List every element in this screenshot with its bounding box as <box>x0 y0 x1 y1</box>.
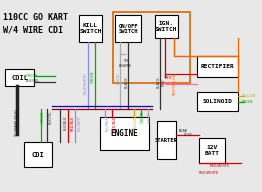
Text: GREEN: GREEN <box>91 71 95 83</box>
Text: FUSE: FUSE <box>179 129 188 133</box>
Text: WHITE: WHITE <box>148 111 152 123</box>
Text: BLACK: BLACK <box>156 77 161 89</box>
FancyBboxPatch shape <box>196 92 238 111</box>
Text: BLACK: BLACK <box>124 77 129 89</box>
Text: W/4 WIRE CDI: W/4 WIRE CDI <box>3 26 63 35</box>
FancyBboxPatch shape <box>100 117 149 150</box>
Text: COIL: COIL <box>11 75 28 81</box>
Text: BLUE/WHITE: BLUE/WHITE <box>83 73 87 94</box>
FancyBboxPatch shape <box>155 15 178 38</box>
Text: RECTIFIER: RECTIFIER <box>201 64 234 69</box>
Text: 12V
BATT: 12V BATT <box>205 145 220 156</box>
Text: TO SPARK PLUG: TO SPARK PLUG <box>15 109 19 137</box>
Text: RED/BLK: RED/BLK <box>71 115 75 131</box>
Text: KILL
SWITCH: KILL SWITCH <box>79 23 102 34</box>
Text: GREEN: GREEN <box>241 100 253 104</box>
Text: YELLOW: YELLOW <box>134 116 138 130</box>
Text: RED/WHITE: RED/WHITE <box>199 171 219 175</box>
FancyBboxPatch shape <box>5 69 34 86</box>
Text: BLU/WHT: BLU/WHT <box>105 115 110 131</box>
Text: RED: RED <box>165 76 173 80</box>
Text: YELLOW: YELLOW <box>241 94 255 98</box>
Text: WHITE: WHITE <box>117 73 121 84</box>
FancyBboxPatch shape <box>24 142 52 167</box>
Text: PINK: PINK <box>165 82 173 85</box>
FancyBboxPatch shape <box>115 15 141 42</box>
FancyBboxPatch shape <box>157 121 176 159</box>
Text: CDI: CDI <box>32 151 44 158</box>
Text: RED/YELLOW: RED/YELLOW <box>172 72 176 95</box>
Text: BLK/TEL: BLK/TEL <box>49 110 53 124</box>
Text: BLU/WHT: BLU/WHT <box>78 115 82 131</box>
Text: 110CC GO KART: 110CC GO KART <box>3 13 68 22</box>
Text: BLK/BLK: BLK/BLK <box>63 116 68 130</box>
FancyBboxPatch shape <box>199 138 225 163</box>
Text: TO
LIGHTS: TO LIGHTS <box>119 59 132 68</box>
Text: RED: RED <box>162 79 166 86</box>
Text: STARTER: STARTER <box>155 138 178 143</box>
Text: FUSE: FUSE <box>183 133 192 137</box>
Text: ON/OFF
SWITCH: ON/OFF SWITCH <box>119 23 138 34</box>
Text: IGN.
SWITCH: IGN. SWITCH <box>155 22 178 32</box>
Text: GREEN: GREEN <box>141 111 145 123</box>
FancyBboxPatch shape <box>79 15 102 42</box>
Text: RED/BLK: RED/BLK <box>113 115 117 131</box>
Text: GREEN: GREEN <box>41 111 45 123</box>
FancyBboxPatch shape <box>196 56 238 77</box>
Text: BLK/YEL: BLK/YEL <box>26 79 40 83</box>
Text: ENGINE: ENGINE <box>111 129 138 138</box>
Text: RED/WHITE: RED/WHITE <box>210 164 230 168</box>
Text: SOLINOID: SOLINOID <box>203 99 232 104</box>
Text: GREEN: GREEN <box>26 74 38 78</box>
